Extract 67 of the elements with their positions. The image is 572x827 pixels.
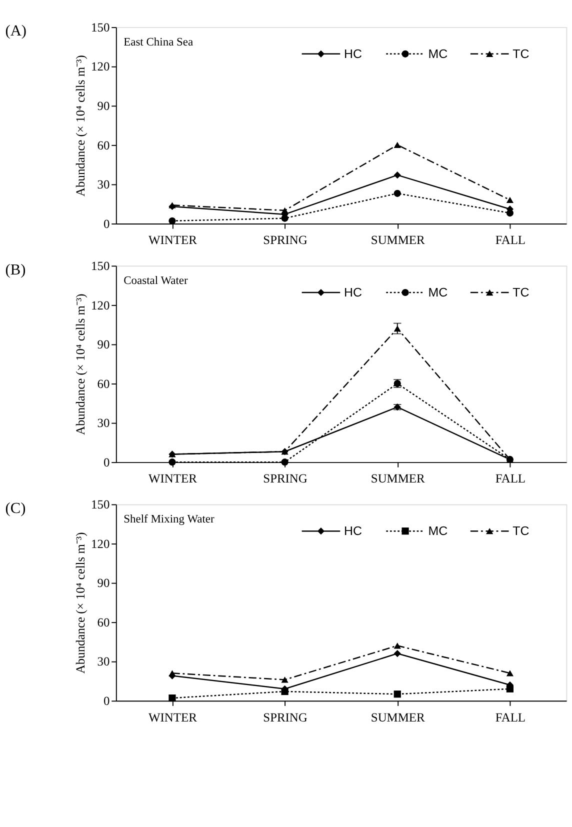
x-tick-label: SPRING bbox=[263, 472, 308, 486]
y-tick-label: 90 bbox=[97, 576, 110, 590]
y-tick-label: 0 bbox=[103, 694, 110, 708]
x-tick-label: FALL bbox=[495, 710, 526, 724]
y-tick-label: 150 bbox=[91, 498, 110, 512]
y-axis-title: Abundance (× 10⁴ cells m⁻³) bbox=[73, 532, 88, 674]
x-tick-label: SUMMER bbox=[370, 710, 426, 724]
y-tick-label: 150 bbox=[91, 20, 110, 34]
legend-label: MC bbox=[428, 46, 448, 61]
legend-label: HC bbox=[344, 46, 362, 61]
annotation: Shelf Mixing Water bbox=[124, 513, 214, 526]
chart-title: (B) bbox=[5, 261, 26, 278]
point bbox=[506, 670, 514, 676]
x-tick-label: WINTER bbox=[148, 472, 198, 486]
legend-label: HC bbox=[344, 524, 362, 538]
x-tick-label: WINTER bbox=[148, 710, 198, 724]
chart-title: (C) bbox=[5, 500, 26, 517]
y-tick-label: 0 bbox=[103, 455, 110, 470]
y-tick-label: 30 bbox=[97, 178, 110, 192]
point bbox=[394, 172, 401, 179]
x-tick-label: FALL bbox=[495, 233, 526, 248]
x-tick-label: WINTER bbox=[148, 233, 198, 248]
y-tick-label: 90 bbox=[97, 98, 110, 113]
point bbox=[394, 642, 401, 649]
point bbox=[394, 690, 401, 698]
annotation: Coastal Water bbox=[124, 274, 188, 287]
point bbox=[281, 214, 288, 222]
point bbox=[506, 685, 514, 692]
point bbox=[281, 688, 288, 696]
y-axis-title: Abundance (× 10⁴ cells m⁻³) bbox=[73, 55, 88, 196]
y-tick-label: 0 bbox=[103, 216, 110, 231]
y-tick-label: 150 bbox=[91, 258, 110, 273]
annotation: East China Sea bbox=[124, 36, 194, 48]
point bbox=[394, 650, 401, 658]
point bbox=[281, 207, 288, 214]
x-tick-label: SUMMER bbox=[370, 233, 426, 248]
chart-title: (A) bbox=[5, 22, 27, 40]
y-tick-label: 30 bbox=[97, 654, 110, 669]
point bbox=[168, 458, 176, 466]
y-tick-label: 60 bbox=[97, 138, 110, 152]
point bbox=[168, 217, 176, 224]
point bbox=[506, 196, 514, 204]
legend-label: HC bbox=[344, 285, 362, 300]
y-tick-label: 120 bbox=[91, 298, 110, 312]
y-axis-title: Abundance (× 10⁴ cells m⁻³) bbox=[73, 294, 88, 436]
legend-label: TC bbox=[512, 524, 530, 538]
x-tick-label: SPRING bbox=[263, 233, 308, 248]
y-tick-label: 60 bbox=[97, 615, 110, 630]
point bbox=[168, 670, 176, 676]
x-tick-label: FALL bbox=[495, 472, 526, 486]
x-tick-label: SUMMER bbox=[370, 472, 426, 486]
y-tick-label: 60 bbox=[97, 376, 110, 391]
point bbox=[394, 190, 401, 197]
y-tick-label: 120 bbox=[91, 60, 110, 74]
point bbox=[281, 458, 288, 466]
legend-label: TC bbox=[512, 46, 530, 61]
legend-label: TC bbox=[512, 285, 530, 300]
point bbox=[506, 209, 514, 217]
y-tick-label: 120 bbox=[91, 536, 110, 551]
point bbox=[394, 142, 401, 148]
legend-label: MC bbox=[428, 524, 448, 538]
y-tick-label: 90 bbox=[97, 338, 110, 352]
legend-label: MC bbox=[428, 285, 448, 300]
point bbox=[281, 676, 288, 683]
y-tick-label: 30 bbox=[97, 416, 110, 430]
point bbox=[168, 694, 176, 702]
x-tick-label: SPRING bbox=[263, 710, 308, 724]
